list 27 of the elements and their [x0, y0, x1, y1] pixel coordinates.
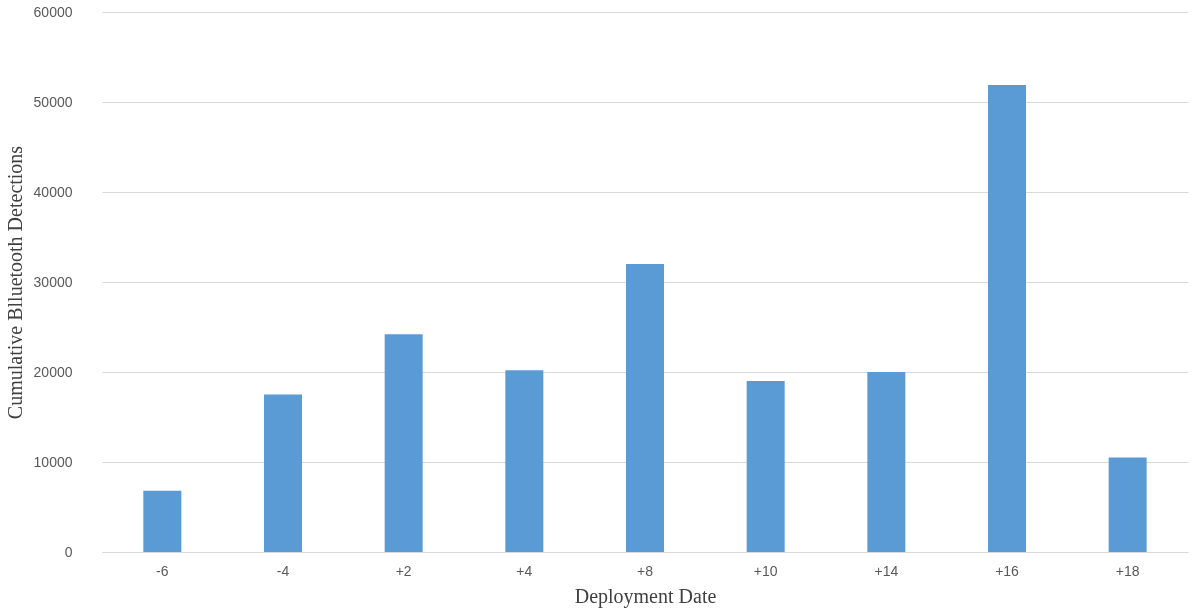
- x-tick-label: +10: [753, 562, 778, 579]
- y-tick-label: 60000: [33, 3, 73, 20]
- y-tick-label: 10000: [33, 453, 73, 470]
- x-tick-label: +8: [637, 562, 654, 579]
- bar: [988, 84, 1026, 552]
- y-tick-label: 50000: [33, 93, 73, 110]
- x-tick-label: -4: [276, 562, 290, 579]
- y-axis-title: Cumulative Blluetooth Detections: [3, 145, 26, 420]
- bar: [867, 372, 906, 552]
- bar: [626, 264, 664, 552]
- bar: [505, 370, 544, 552]
- bar: [143, 490, 182, 552]
- x-tick-label: +14: [874, 562, 899, 579]
- y-tick-label: 40000: [33, 183, 73, 200]
- bar: [1108, 457, 1147, 552]
- x-axis-title: Deployment Date: [574, 584, 717, 608]
- x-tick-label: +4: [516, 562, 533, 579]
- bar: [746, 381, 785, 552]
- y-tick-label: 0: [64, 543, 73, 560]
- x-tick-label: -6: [156, 562, 169, 579]
- bar: [264, 394, 302, 552]
- x-tick-label: +2: [395, 562, 412, 579]
- x-tick-label: +16: [995, 562, 1020, 579]
- x-tick-label: +18: [1115, 562, 1140, 579]
- y-tick-label: 20000: [33, 363, 73, 380]
- bar: [384, 334, 423, 552]
- y-tick-label: 30000: [33, 273, 73, 290]
